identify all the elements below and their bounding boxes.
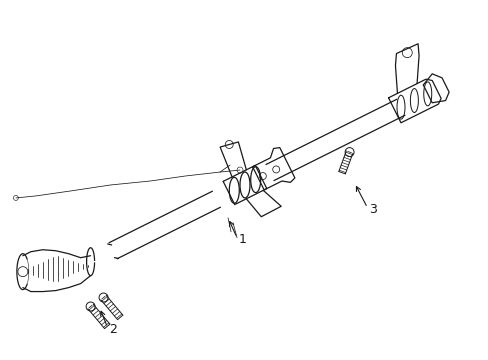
Text: 3: 3 [369,203,377,216]
Text: 1: 1 [239,233,246,246]
Text: 2: 2 [109,323,117,336]
